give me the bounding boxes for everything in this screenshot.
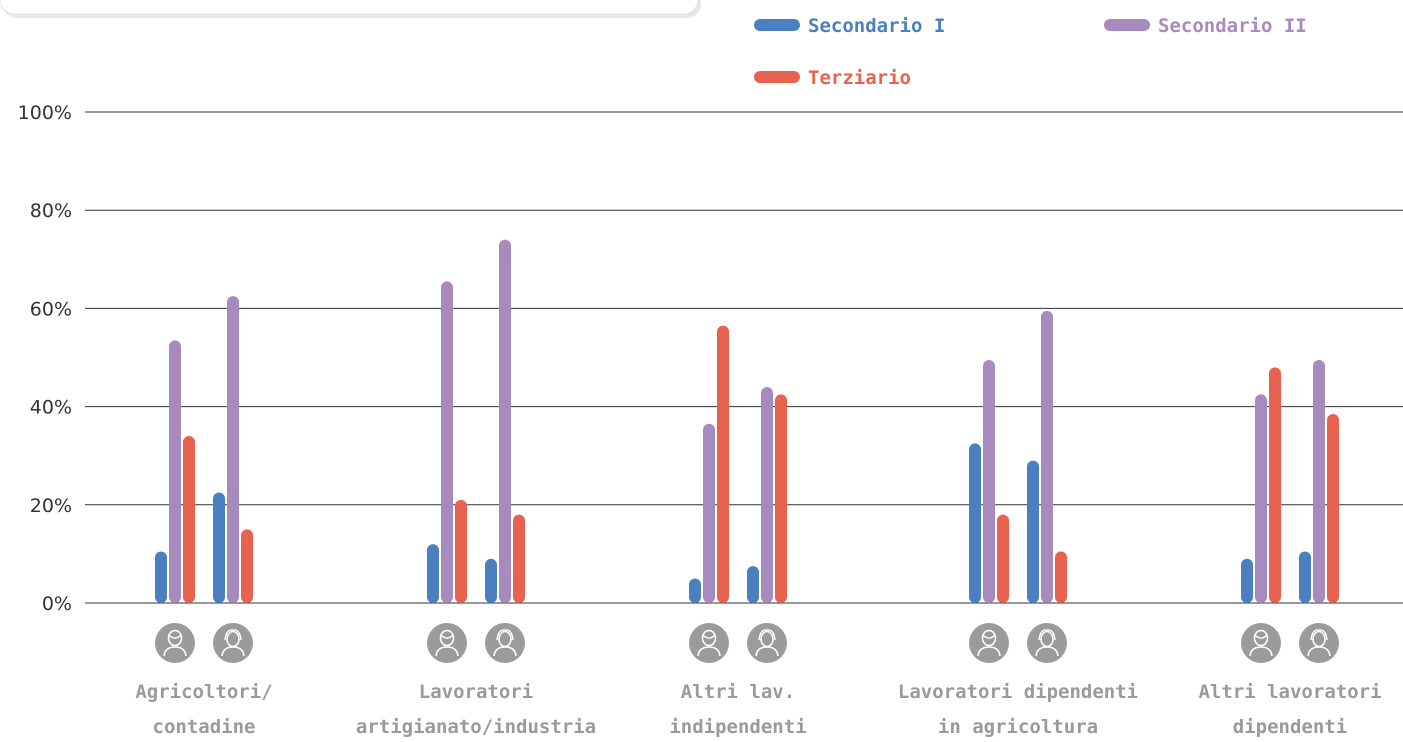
bar: [227, 296, 239, 603]
y-tick-label: 80%: [30, 200, 72, 222]
legend-item: Secondario I: [754, 15, 945, 37]
category-label: dipendenti: [1233, 716, 1347, 738]
legend-label: Terziario: [808, 67, 911, 89]
y-tick-label: 40%: [30, 397, 72, 419]
bar: [1055, 551, 1067, 603]
bar: [1269, 367, 1281, 603]
category-labels: Agricoltori/contadine Lavoratori artigiana…: [135, 681, 1381, 738]
legend-swatch: [754, 71, 800, 83]
bar: [485, 558, 497, 603]
bar: [1255, 394, 1267, 603]
bar: [213, 492, 225, 603]
male-person-icon: [1027, 623, 1067, 663]
legend-item: Terziario: [754, 67, 911, 89]
bar: [513, 514, 525, 603]
bar: [241, 529, 253, 603]
bar: [969, 443, 981, 603]
legend-swatch: [1104, 19, 1150, 31]
category-label: Altri lav.: [681, 681, 795, 703]
female-person-icon: [1241, 623, 1281, 663]
y-axis-tick-labels: 0% 20% 40% 60% 80% 100%: [18, 102, 72, 615]
legend-swatch: [754, 19, 800, 31]
legend: Secondario I Secondario II Terziario: [754, 15, 1307, 89]
female-person-icon: [969, 623, 1009, 663]
category-label: contadine: [153, 716, 256, 738]
category-label: artigianato/industria: [356, 716, 596, 738]
bar: [1241, 558, 1253, 603]
male-person-icon: [1299, 623, 1339, 663]
bar: [703, 423, 715, 603]
female-person-icon: [689, 623, 729, 663]
bar: [499, 239, 511, 603]
female-person-icon: [427, 623, 467, 663]
bar: [427, 544, 439, 603]
male-person-icon: [213, 623, 253, 663]
bar: [183, 436, 195, 603]
bar: [169, 340, 181, 603]
group-icons: [155, 623, 1339, 663]
bar: [1299, 551, 1311, 603]
bar: [717, 325, 729, 603]
bar: [761, 386, 773, 603]
bar: [441, 281, 453, 603]
bar: [689, 578, 701, 603]
legend-item: Secondario II: [1104, 15, 1307, 37]
y-tick-label: 100%: [18, 102, 72, 124]
female-person-icon: [155, 623, 195, 663]
bar: [775, 394, 787, 603]
category-label: Lavoratori: [419, 681, 533, 703]
legend-label: Secondario II: [1158, 15, 1307, 37]
category-label: Agricoltori/: [135, 681, 272, 703]
y-gridlines: [85, 111, 1403, 604]
category-label: indipendenti: [669, 716, 806, 738]
bar: [983, 359, 995, 603]
y-tick-label: 20%: [30, 495, 72, 517]
bars: [155, 239, 1339, 603]
y-tick-label: 60%: [30, 298, 72, 320]
category-label: Altri lavoratori: [1198, 681, 1381, 703]
bar: [1313, 359, 1325, 603]
y-tick-label: 0%: [42, 593, 72, 615]
header-card: [0, 0, 701, 18]
bar: [997, 514, 1009, 603]
category-label: in agricoltura: [938, 716, 1098, 738]
bar: [155, 551, 167, 603]
male-person-icon: [747, 623, 787, 663]
bar: [455, 499, 467, 603]
legend-label: Secondario I: [808, 15, 945, 37]
category-label: Lavoratori dipendenti: [898, 681, 1138, 703]
bar: [747, 566, 759, 603]
bar: [1041, 310, 1053, 603]
bar: [1327, 413, 1339, 603]
male-person-icon: [485, 623, 525, 663]
bar: [1027, 460, 1039, 603]
